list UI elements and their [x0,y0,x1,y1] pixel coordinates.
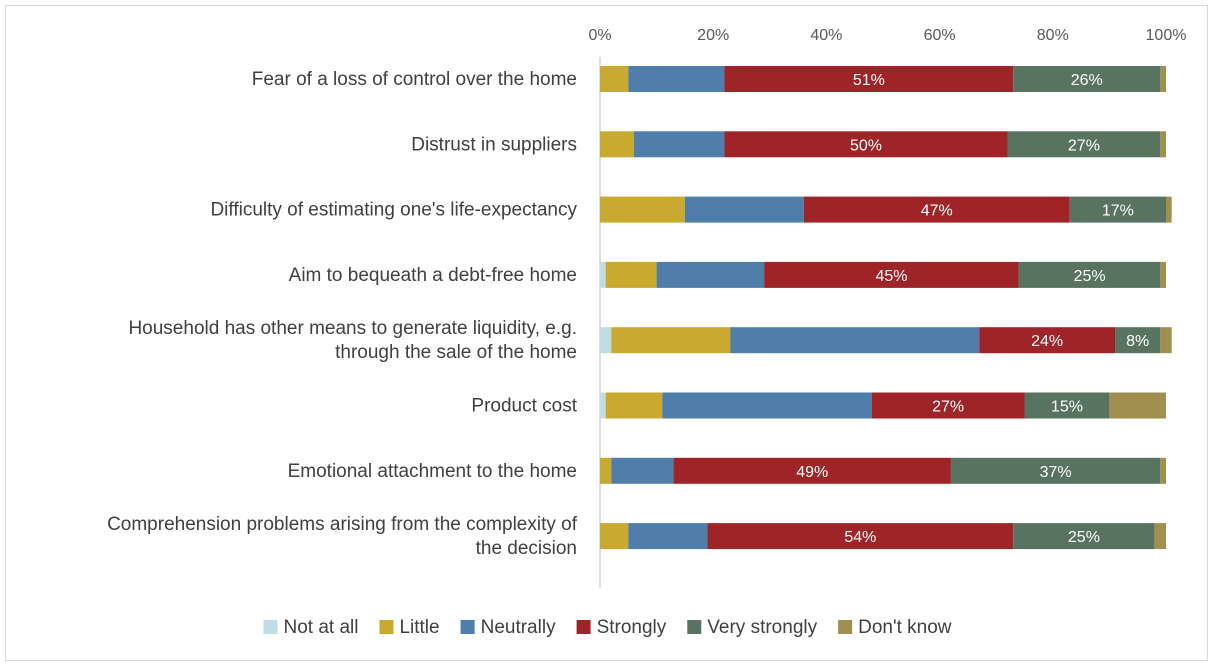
bar-segment-neutrally [611,458,673,484]
bar-segment-little [600,131,634,157]
legend-label: Not at all [283,617,358,638]
bar-segment-neutrally [662,393,871,419]
data-label: 51% [853,72,885,89]
legend-swatch [263,620,277,634]
legend-swatch [577,620,591,634]
category-label: through the sale of the home [335,342,577,363]
data-label: 15% [1051,399,1083,416]
x-tick-label: 20% [697,27,729,44]
bar-segment-neutrally [634,131,725,157]
data-label: 54% [844,529,876,546]
bar-segment-don-t-know [1160,458,1166,484]
legend-label: Don't know [858,617,952,638]
bar-segment-little [606,262,657,288]
legend-label: Very strongly [707,617,817,638]
legend: Not at all Little Neutrally Strongly Very st… [263,617,951,638]
data-label: 49% [796,464,828,481]
x-tick-label: 40% [810,27,842,44]
legend-swatch [838,620,852,634]
axis-layer: 0% 20% 40% 60% 80% 100% [588,27,1186,588]
category-label: the decision [476,538,577,559]
category-label: Aim to bequeath a debt-free home [289,265,577,286]
category-label: Fear of a loss of control over the home [252,69,577,90]
legend-swatch [687,620,701,634]
bar-segment-neutrally [628,523,707,549]
bar-segment-little [600,458,611,484]
data-label: 17% [1102,203,1134,220]
bar-segment-don-t-know [1166,197,1172,223]
bar-segment-don-t-know [1160,327,1171,353]
x-tick-label: 0% [588,27,611,44]
category-labels: Fear of a loss of control over the home D… [107,69,578,559]
x-tick-label: 60% [924,27,956,44]
bar-segment-don-t-know [1160,262,1166,288]
category-label: Comprehension problems arising from the … [107,514,578,535]
bar-segment-little [606,393,663,419]
legend-swatch [461,620,475,634]
data-label: 25% [1074,268,1106,285]
data-label: 25% [1068,529,1100,546]
bar-segment-don-t-know [1109,393,1166,419]
chart-frame: 0% 20% 40% 60% 80% 100% 51% 26% 50% 27% 47% 17% 45%… [5,5,1208,661]
data-label: 50% [850,137,882,154]
legend-label: Little [399,617,439,638]
x-tick-label: 80% [1037,27,1069,44]
bar-segment-don-t-know [1155,523,1166,549]
bar-segment-not-at-all [600,262,606,288]
bar-segment-not-at-all [600,393,606,419]
category-label: Household has other means to generate li… [128,318,577,339]
bar-segment-don-t-know [1160,66,1166,92]
bar-segment-little [611,327,730,353]
legend-label: Neutrally [481,617,556,638]
data-label: 26% [1071,72,1103,89]
category-label: Emotional attachment to the home [288,461,577,482]
data-label: 47% [921,203,953,220]
bar-segment-neutrally [685,197,804,223]
bar-segment-neutrally [730,327,979,353]
bar-segment-little [600,66,628,92]
bar-segment-neutrally [657,262,765,288]
legend-swatch [379,620,393,634]
category-label: Difficulty of estimating one's life-expe… [210,200,577,221]
data-label: 8% [1126,333,1149,350]
data-label: 24% [1031,333,1063,350]
bar-segment-not-at-all [600,327,611,353]
bar-segment-little [600,197,685,223]
category-label: Distrust in suppliers [411,134,577,155]
stacked-bar-chart: 0% 20% 40% 60% 80% 100% 51% 26% 50% 27% 47% 17% 45%… [6,6,1209,662]
bar-segment-neutrally [628,66,724,92]
x-tick-label: 100% [1146,27,1187,44]
bar-segment-little [600,523,628,549]
bars-layer: 51% 26% 50% 27% 47% 17% 45% 25% 24% 8% 27% 15% 49% 37… [600,66,1172,549]
category-label: Product cost [471,396,577,417]
data-label: 37% [1040,464,1072,481]
bar-segment-don-t-know [1160,131,1166,157]
legend-label: Strongly [597,617,667,638]
data-label: 27% [1068,137,1100,154]
data-label: 45% [875,268,907,285]
data-label: 27% [932,399,964,416]
